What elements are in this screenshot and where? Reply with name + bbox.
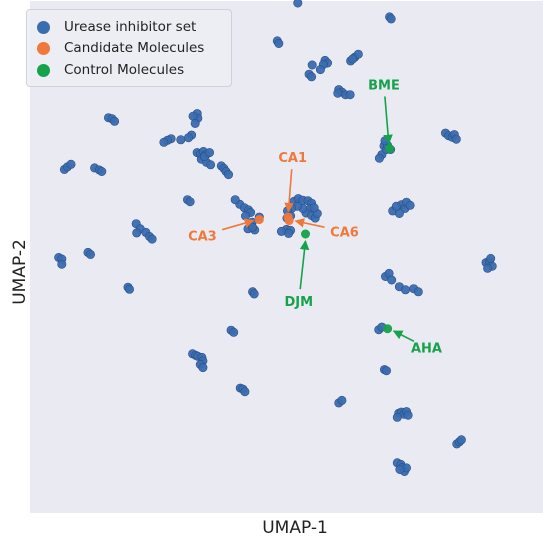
legend-label-urease: Urease inhibitor set <box>64 19 197 35</box>
candidate-point <box>283 212 293 222</box>
legend-item-control: Control Molecules <box>37 60 184 80</box>
urease-point <box>374 153 384 163</box>
urease-point <box>248 222 258 232</box>
legend: Urease inhibitor set Candidate Molecules… <box>26 9 232 87</box>
urease-point <box>405 200 415 210</box>
urease-point <box>86 249 96 259</box>
annotation-label: BME <box>368 79 400 94</box>
urease-point <box>392 412 402 422</box>
legend-item-candidate: Candidate Molecules <box>37 38 204 58</box>
urease-point <box>205 148 215 158</box>
urease-point <box>249 289 259 299</box>
urease-point <box>307 72 317 82</box>
urease-point <box>456 435 466 445</box>
legend-marker-urease <box>37 20 50 34</box>
urease-point <box>307 60 317 70</box>
urease-point <box>315 65 325 75</box>
urease-point <box>413 287 423 297</box>
urease-point <box>381 366 391 376</box>
urease-point <box>125 284 135 294</box>
annotation-label: CA3 <box>188 230 217 245</box>
urease-point <box>391 201 401 211</box>
urease-point <box>348 54 358 64</box>
urease-point <box>400 285 410 295</box>
points-layer <box>54 0 497 476</box>
urease-point <box>241 211 251 221</box>
control-point <box>300 229 310 239</box>
urease-point <box>132 228 142 238</box>
urease-point <box>229 327 239 337</box>
legend-item-urease: Urease inhibitor set <box>37 17 196 37</box>
urease-point <box>483 263 493 273</box>
control-point <box>383 324 393 334</box>
urease-point <box>395 464 405 474</box>
annotation-label: DJM <box>285 295 314 310</box>
urease-point <box>206 160 216 170</box>
urease-point <box>230 195 240 205</box>
urease-point <box>403 410 413 420</box>
y-axis-label: UMAP-2 <box>10 239 30 305</box>
urease-point <box>337 395 347 405</box>
x-axis-label: UMAP-1 <box>262 518 328 538</box>
urease-point <box>345 90 355 100</box>
urease-point <box>276 226 286 236</box>
annotation-arrow <box>383 96 393 145</box>
urease-point <box>240 387 250 397</box>
annotation-arrow <box>392 330 415 343</box>
urease-point <box>451 134 461 144</box>
legend-label-control: Control Molecules <box>64 62 185 78</box>
legend-label-candidate: Candidate Molecules <box>64 40 205 56</box>
annotation-label: CA6 <box>330 225 359 240</box>
legend-marker-candidate <box>37 41 50 55</box>
urease-point <box>185 197 195 207</box>
urease-point <box>309 203 319 213</box>
urease-point <box>97 167 107 177</box>
annotations-layer: BME CA1 CA3 CA6 DJM AHA <box>188 79 442 357</box>
urease-point <box>386 14 396 24</box>
annotation-arrow <box>284 169 294 213</box>
urease-point <box>57 259 67 269</box>
urease-point <box>176 135 186 145</box>
urease-point <box>274 38 284 48</box>
annotation-label: CA1 <box>278 151 307 166</box>
annotation-label: AHA <box>411 342 442 357</box>
urease-point <box>66 159 76 169</box>
annotation-arrow <box>294 218 325 228</box>
candidate-point <box>254 215 264 225</box>
urease-point <box>110 116 120 126</box>
urease-point <box>147 234 157 244</box>
urease-point <box>159 137 169 147</box>
urease-point <box>224 170 234 180</box>
urease-point <box>198 363 208 373</box>
urease-point <box>486 254 496 264</box>
legend-marker-control <box>37 63 50 77</box>
annotation-arrow <box>299 240 310 290</box>
control-point <box>385 144 395 154</box>
urease-point <box>190 118 200 128</box>
urease-point <box>293 0 303 8</box>
urease-point <box>333 88 343 98</box>
urease-point <box>184 133 194 143</box>
urease-point <box>387 275 397 285</box>
annotation-arrow <box>221 218 255 231</box>
